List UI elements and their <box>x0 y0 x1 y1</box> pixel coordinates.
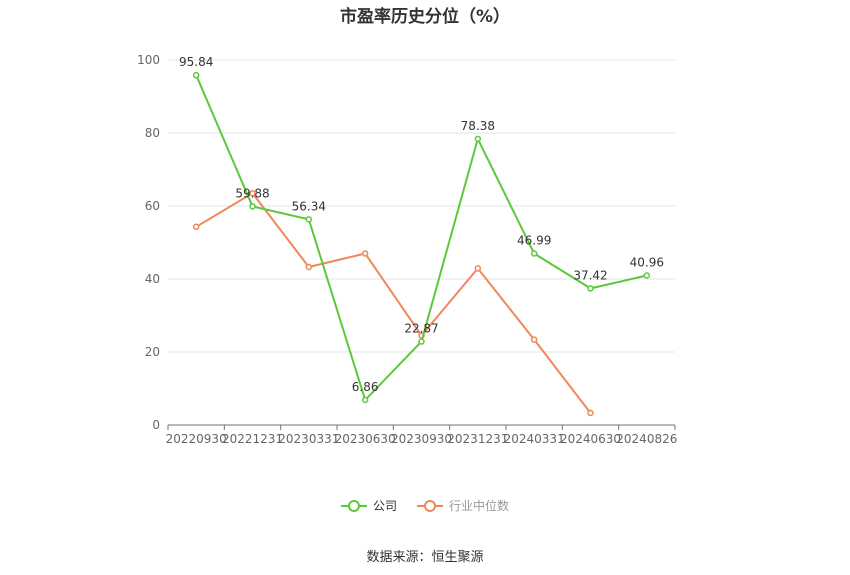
data-labels: 95.84 59.88 56.34 6.86 22.87 78.38 46.99 37.42 4… <box>179 55 664 394</box>
legend-item-company[interactable]: 公司 <box>340 497 397 514</box>
data-point <box>587 285 594 292</box>
data-point <box>474 265 482 272</box>
y-tick-label: 40 <box>145 272 160 286</box>
data-point <box>474 135 482 143</box>
data-point <box>361 396 369 404</box>
y-tick-label: 60 <box>145 199 160 213</box>
data-point <box>587 409 594 417</box>
data-label: 6.86 <box>352 380 379 394</box>
data-point <box>530 250 538 257</box>
legend-label-industry: 行业中位数 <box>449 499 510 513</box>
data-point <box>418 338 425 345</box>
data-point <box>305 216 313 223</box>
x-tick-label: 20220930 <box>166 432 227 446</box>
y-tick-label: 100 <box>137 53 160 67</box>
series-line-0 <box>195 74 648 402</box>
data-point <box>530 336 538 343</box>
data-point <box>249 189 256 197</box>
y-tick-label: 80 <box>145 126 160 140</box>
data-label: 78.38 <box>461 119 495 133</box>
data-label: 40.96 <box>630 255 664 269</box>
legend-item-industry[interactable]: 行业中位数 <box>417 497 509 514</box>
y-tick-label: 20 <box>145 345 160 359</box>
data-point <box>361 250 369 257</box>
x-tick-label: 20230930 <box>391 432 452 446</box>
data-point <box>192 223 200 231</box>
chart-title: 市盈率历史分位（%） <box>339 7 511 27</box>
data-label: 59.88 <box>235 186 269 200</box>
x-tick-label: 20230331 <box>278 432 339 446</box>
data-label: 46.99 <box>517 233 551 247</box>
data-point <box>643 272 651 279</box>
data-point <box>192 71 200 79</box>
legend: 公司 行业中位数 <box>0 497 850 514</box>
data-label: 56.34 <box>292 199 326 213</box>
x-tick-label: 20240331 <box>504 432 565 446</box>
legend-swatch-industry-icon <box>417 499 443 512</box>
x-axis: 2022093020221231202303312023063020230930… <box>166 424 677 446</box>
legend-swatch-company-icon <box>340 499 367 512</box>
x-tick-label: 20230630 <box>335 432 396 446</box>
data-source: 数据来源：恒生聚源 <box>366 550 484 565</box>
x-tick-label: 20240630 <box>560 432 621 446</box>
data-point <box>305 263 313 271</box>
y-tick-label: 0 <box>152 418 160 432</box>
data-point <box>249 203 256 210</box>
y-axis: 0 20 40 60 80 100 <box>137 53 160 432</box>
gridlines <box>168 59 675 353</box>
x-tick-label: 20240826 <box>616 432 677 446</box>
data-label: 95.84 <box>179 55 213 69</box>
data-label: 37.42 <box>573 268 607 282</box>
series-group <box>192 71 651 417</box>
series-line-1 <box>195 191 592 414</box>
x-tick-label: 20221231 <box>222 432 283 446</box>
legend-label-company: 公司 <box>372 499 397 513</box>
x-tick-label: 20231231 <box>447 432 508 446</box>
data-label: 22.87 <box>404 322 438 336</box>
